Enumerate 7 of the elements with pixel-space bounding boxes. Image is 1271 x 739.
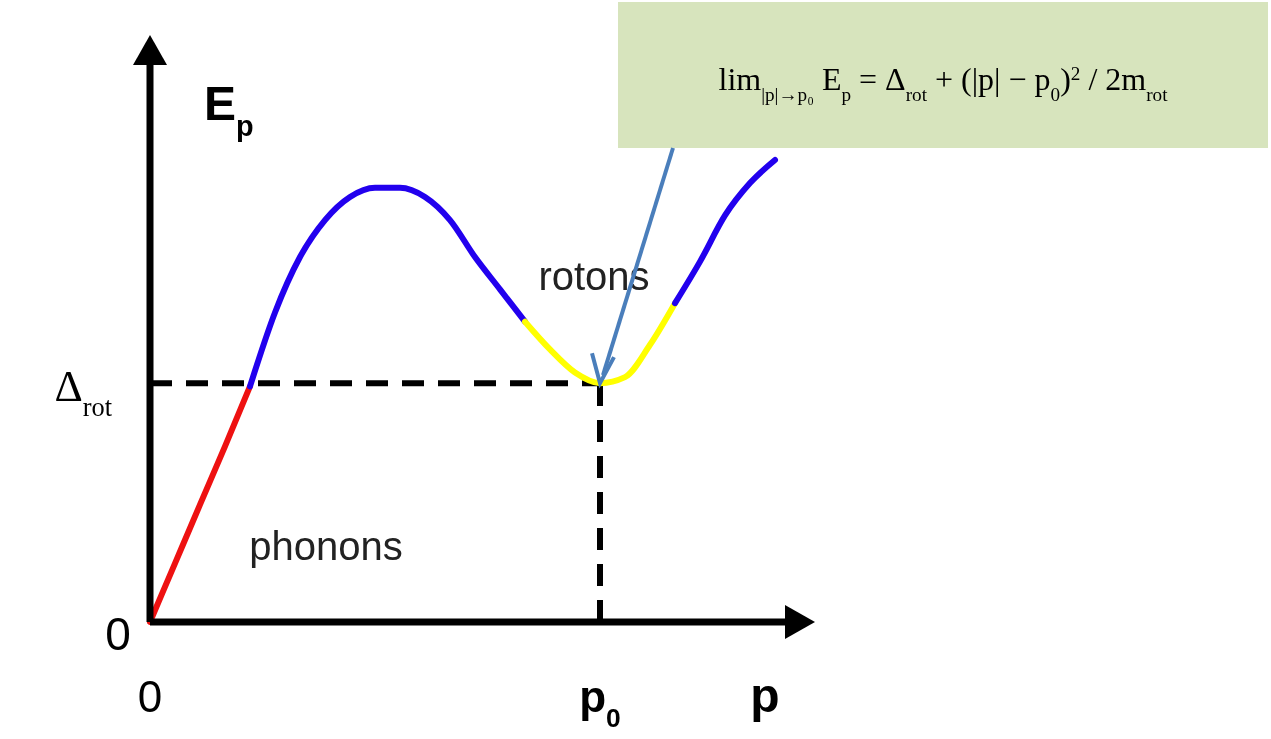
text: lim$_{|p|→p₀}$ E$_{p}$ = Δ$_{rot}$ + (|p| − p$_{0}$)$^{2}$ / 2m$_{rot}$: [718, 61, 1168, 105]
x-tick-label: p$_{0}$: [579, 672, 621, 733]
annotation: phonons: [249, 524, 403, 568]
ref-line-label: Δ$_{rot}$: [54, 362, 113, 423]
y-axis-title: E$_{p}$: [204, 77, 254, 142]
x-axis-title: p: [750, 669, 780, 722]
text: 0: [105, 608, 131, 660]
